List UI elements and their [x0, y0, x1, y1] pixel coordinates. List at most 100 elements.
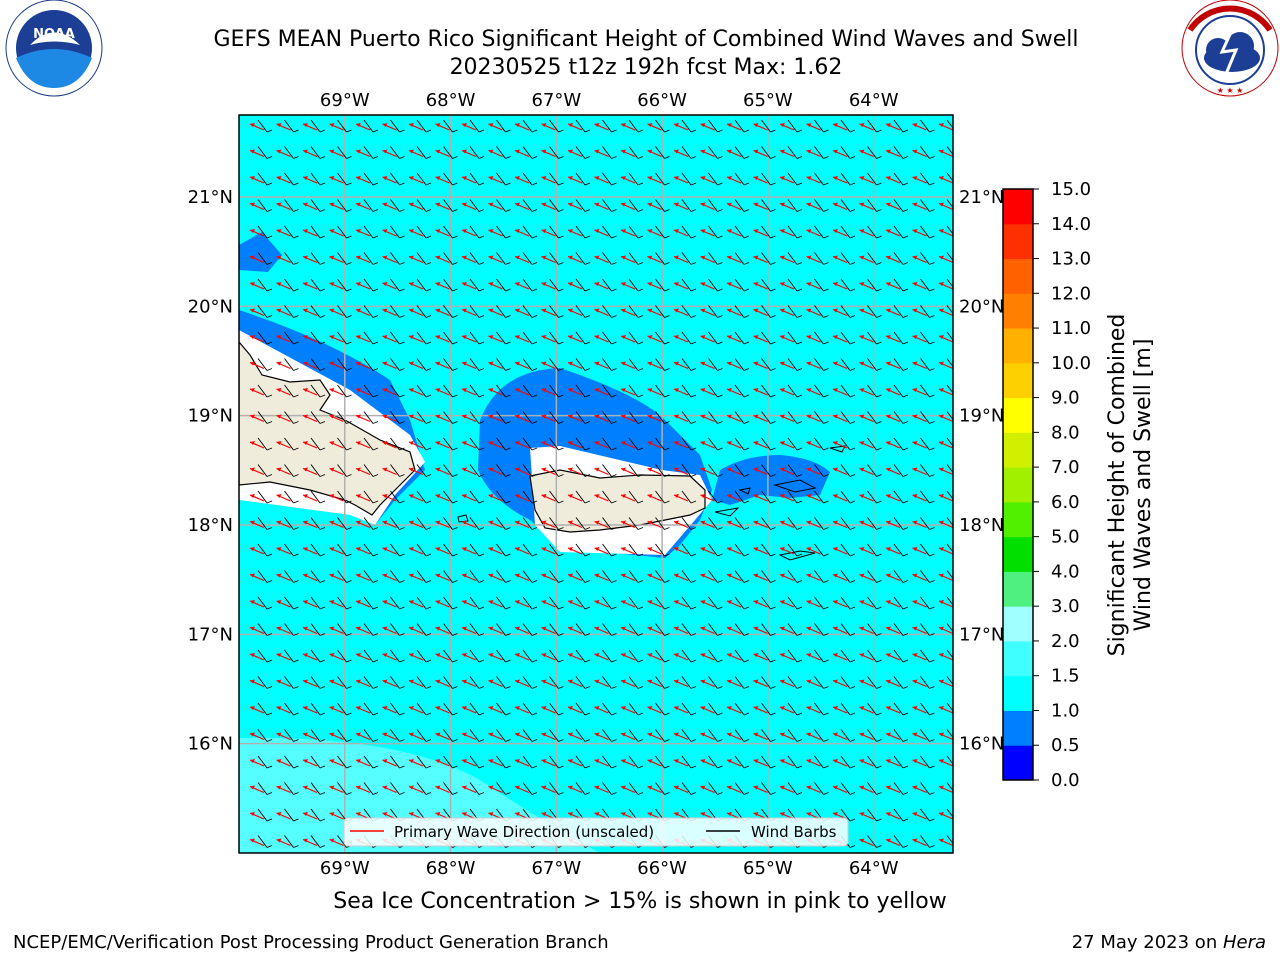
wave-arrow [832, 543, 856, 557]
wave-arrow [806, 543, 829, 557]
wave-arrow [647, 596, 670, 610]
wave-arrow [912, 331, 935, 345]
wave-arrow [647, 278, 670, 292]
lon-tick-bottom: 65°W [743, 858, 793, 879]
wave-arrow [435, 146, 458, 159]
wave-arrow [594, 464, 617, 477]
wave-arrow [382, 676, 405, 689]
wave-arrow [541, 596, 564, 610]
wave-arrow [859, 543, 882, 557]
wave-arrow [382, 490, 405, 504]
wave-arrow [461, 358, 485, 371]
wave-arrow [938, 225, 953, 237]
wave-arrow [938, 278, 953, 290]
wave-arrow [859, 755, 882, 769]
wave-arrow [938, 782, 953, 794]
wave-arrow [488, 649, 511, 663]
title-line-2: 20230525 t12z 192h fcst Max: 1.62 [449, 55, 843, 80]
wave-arrow [302, 782, 326, 795]
wave-arrow [302, 358, 326, 371]
wave-arrow [620, 490, 644, 504]
wave-arrow [488, 252, 511, 265]
wave-arrow [673, 729, 697, 742]
wave-arrow [461, 252, 485, 265]
wave-arrow [620, 782, 644, 795]
wave-arrow [302, 570, 326, 583]
wave-arrow [461, 464, 485, 477]
wave-arrow [541, 252, 564, 265]
colorbar-tick-label: 7.0 [1051, 457, 1080, 478]
colorbar-swatch [1003, 501, 1033, 538]
wave-arrow [832, 172, 856, 186]
wave-arrow [885, 199, 909, 212]
wave-arrow [355, 649, 379, 663]
wave-arrow [514, 570, 538, 583]
wave-arrow [779, 729, 803, 742]
wave-arrow [514, 782, 538, 795]
lon-tick-bottom: 68°W [426, 858, 476, 879]
wave-arrow [647, 119, 670, 133]
wave-arrow [779, 570, 803, 583]
wave-arrow [435, 755, 458, 769]
wave-arrow [276, 225, 299, 239]
wave-arrow [885, 225, 909, 239]
colorbar-label-line-2: Wind Waves and Swell [m] [1131, 339, 1156, 632]
wave-arrow [541, 437, 564, 451]
wave-arrow [514, 596, 538, 610]
lon-tick-top: 65°W [743, 90, 793, 111]
wave-arrow [249, 543, 273, 557]
wave-arrow [355, 199, 379, 212]
wave-arrow [408, 199, 432, 212]
wave-arrow [938, 172, 953, 184]
map-tick-labels: 69°W 69°W 68°W 68°W 67°W 67°W 66°W 66°W 65°W 65°W… [188, 90, 1005, 879]
wave-arrow [779, 490, 803, 504]
wave-arrow [488, 517, 511, 530]
wave-arrow [355, 172, 379, 186]
wave-arrow [382, 437, 405, 451]
wave-arrow [832, 305, 856, 318]
wave-arrow [885, 596, 909, 610]
wave-arrow [488, 676, 511, 689]
wave-arrow [461, 225, 485, 239]
wave-arrow [408, 676, 432, 689]
lon-tick-top: 68°W [426, 90, 476, 111]
wave-arrow [938, 808, 953, 820]
wave-arrow [912, 782, 935, 795]
wave-arrow [726, 331, 750, 345]
wave-arrow [753, 252, 776, 265]
wave-arrow [567, 676, 591, 689]
puerto-rico-land [529, 469, 706, 533]
wave-arrow [329, 676, 352, 689]
wave-arrow [488, 782, 511, 795]
wave-arrow [673, 755, 697, 769]
wave-arrow [276, 199, 299, 212]
wave-arrow [435, 358, 458, 371]
wave-arrow [726, 596, 750, 610]
wave-arrow [832, 782, 856, 795]
wave-arrow [673, 358, 697, 371]
wave-arrow [806, 570, 829, 583]
wave-arrow [249, 146, 273, 159]
wave-arrow [673, 146, 697, 159]
wave-arrow [806, 517, 829, 530]
wave-arrow [700, 411, 723, 424]
wave-arrow [938, 252, 953, 264]
wave-arrow [276, 676, 299, 689]
wave-arrow [355, 543, 379, 557]
wave-arrow [329, 570, 352, 583]
wave-arrow [647, 729, 670, 742]
wave-arrow [514, 411, 538, 424]
wave-arrow [329, 411, 352, 424]
wave-arrow [885, 835, 909, 848]
wave-arrow [249, 199, 273, 212]
mona-island [457, 514, 469, 523]
wave-arrow [753, 623, 776, 636]
wave-arrow [912, 623, 935, 636]
wave-arrow [620, 464, 644, 477]
wave-arrow [408, 172, 432, 186]
wave-arrow [779, 596, 803, 610]
wave-arrow [859, 437, 882, 451]
wave-arrow [726, 543, 750, 557]
wave-arrow [541, 199, 564, 212]
wave-arrow [620, 437, 644, 451]
